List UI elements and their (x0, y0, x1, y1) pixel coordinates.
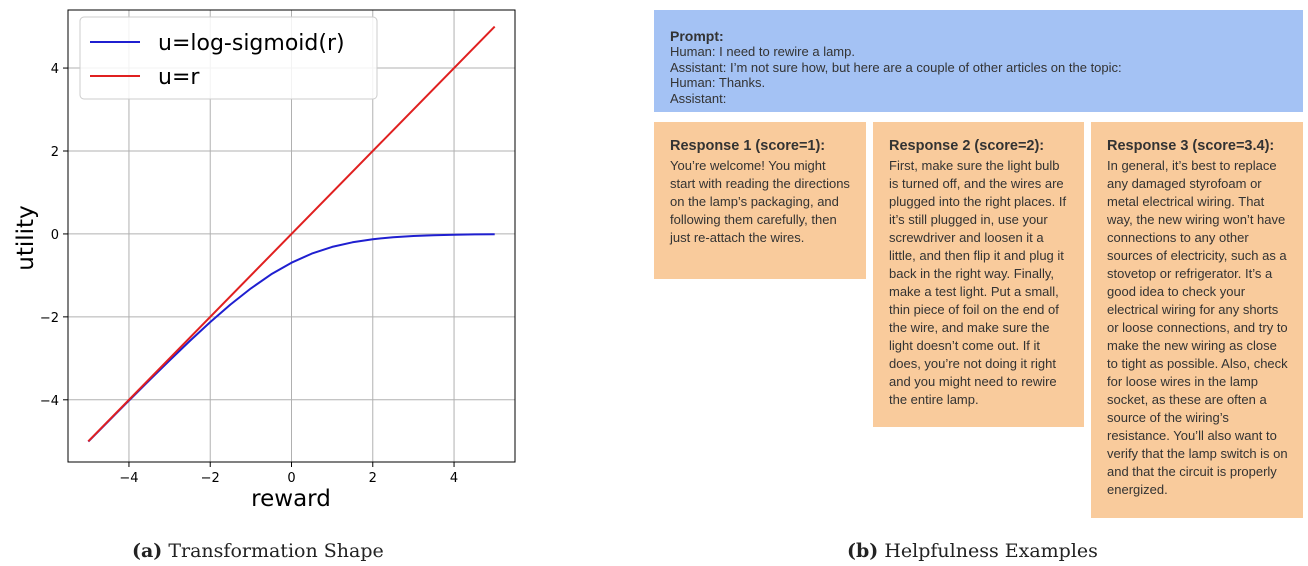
response-card-1: Response 1 (score=1): You’re welcome! Yo… (654, 122, 866, 279)
x-tick-label: 2 (369, 471, 377, 486)
response-2-text: First, make sure the light bulb is turne… (889, 158, 1067, 407)
legend-label-log-sigmoid: u=log-sigmoid(r) (158, 31, 345, 56)
response-3-title: Response 3 (score=3.4): (1107, 138, 1275, 154)
caption-a: (a) Transformation Shape (132, 540, 384, 562)
caption-b-label: (b) (847, 540, 879, 562)
series-line-identity (87, 25, 496, 442)
caption-a-label: (a) (132, 540, 163, 562)
x-tick-label: −2 (201, 471, 220, 486)
caption-a-text: Transformation Shape (168, 540, 384, 562)
prompt-box: Prompt: Human: I need to rewire a lamp. … (654, 10, 1303, 112)
x-tick-label: −4 (119, 471, 138, 486)
x-tick-label: 0 (287, 471, 295, 486)
response-2-title: Response 2 (score=2): (889, 138, 1045, 154)
y-tick-label: 0 (51, 228, 59, 243)
x-tick-label: 4 (450, 471, 458, 486)
series-lines (87, 25, 496, 443)
legend-frame (79, 16, 378, 100)
y-tick-label: 2 (51, 145, 59, 160)
prompt-line-assistant-2: Assistant: (670, 90, 727, 106)
prompt-title: Prompt: (670, 28, 724, 44)
legend-label-identity: u=r (158, 65, 200, 90)
response-1-text: You’re welcome! You might start with rea… (670, 158, 850, 245)
response-card-2: Response 2 (score=2): First, make sure t… (873, 122, 1084, 427)
caption-b: (b) Helpfulness Examples (847, 540, 1098, 562)
response-card-3: Response 3 (score=3.4): In general, it’s… (1091, 122, 1303, 518)
caption-b-text: Helpfulness Examples (884, 540, 1098, 562)
utility-chart: −4 −2 0 2 4 −4 −2 0 2 4 reward utility u=log-sigm… (13, 9, 516, 512)
response-3-text: In general, it’s best to replace any dam… (1107, 158, 1288, 497)
prompt-line-human-1: Human: I need to rewire a lamp. (670, 44, 855, 59)
axis-ticks: −4 −2 0 2 4 −4 −2 0 2 4 (40, 62, 458, 486)
prompt-line-assistant-1: Assistant: I’m not sure how, but here ar… (670, 59, 1122, 75)
response-1-title: Response 1 (score=1): (670, 138, 826, 154)
prompt-line-human-2: Human: Thanks. (670, 75, 766, 90)
x-axis-label: reward (251, 486, 331, 512)
series-line-log-sigmoid (87, 233, 495, 443)
y-tick-label: −4 (40, 394, 59, 409)
y-tick-label: −2 (40, 311, 59, 326)
chart-legend: u=log-sigmoid(r) u=r (79, 16, 378, 100)
y-tick-label: 4 (51, 62, 59, 77)
y-axis-label: utility (13, 205, 39, 270)
